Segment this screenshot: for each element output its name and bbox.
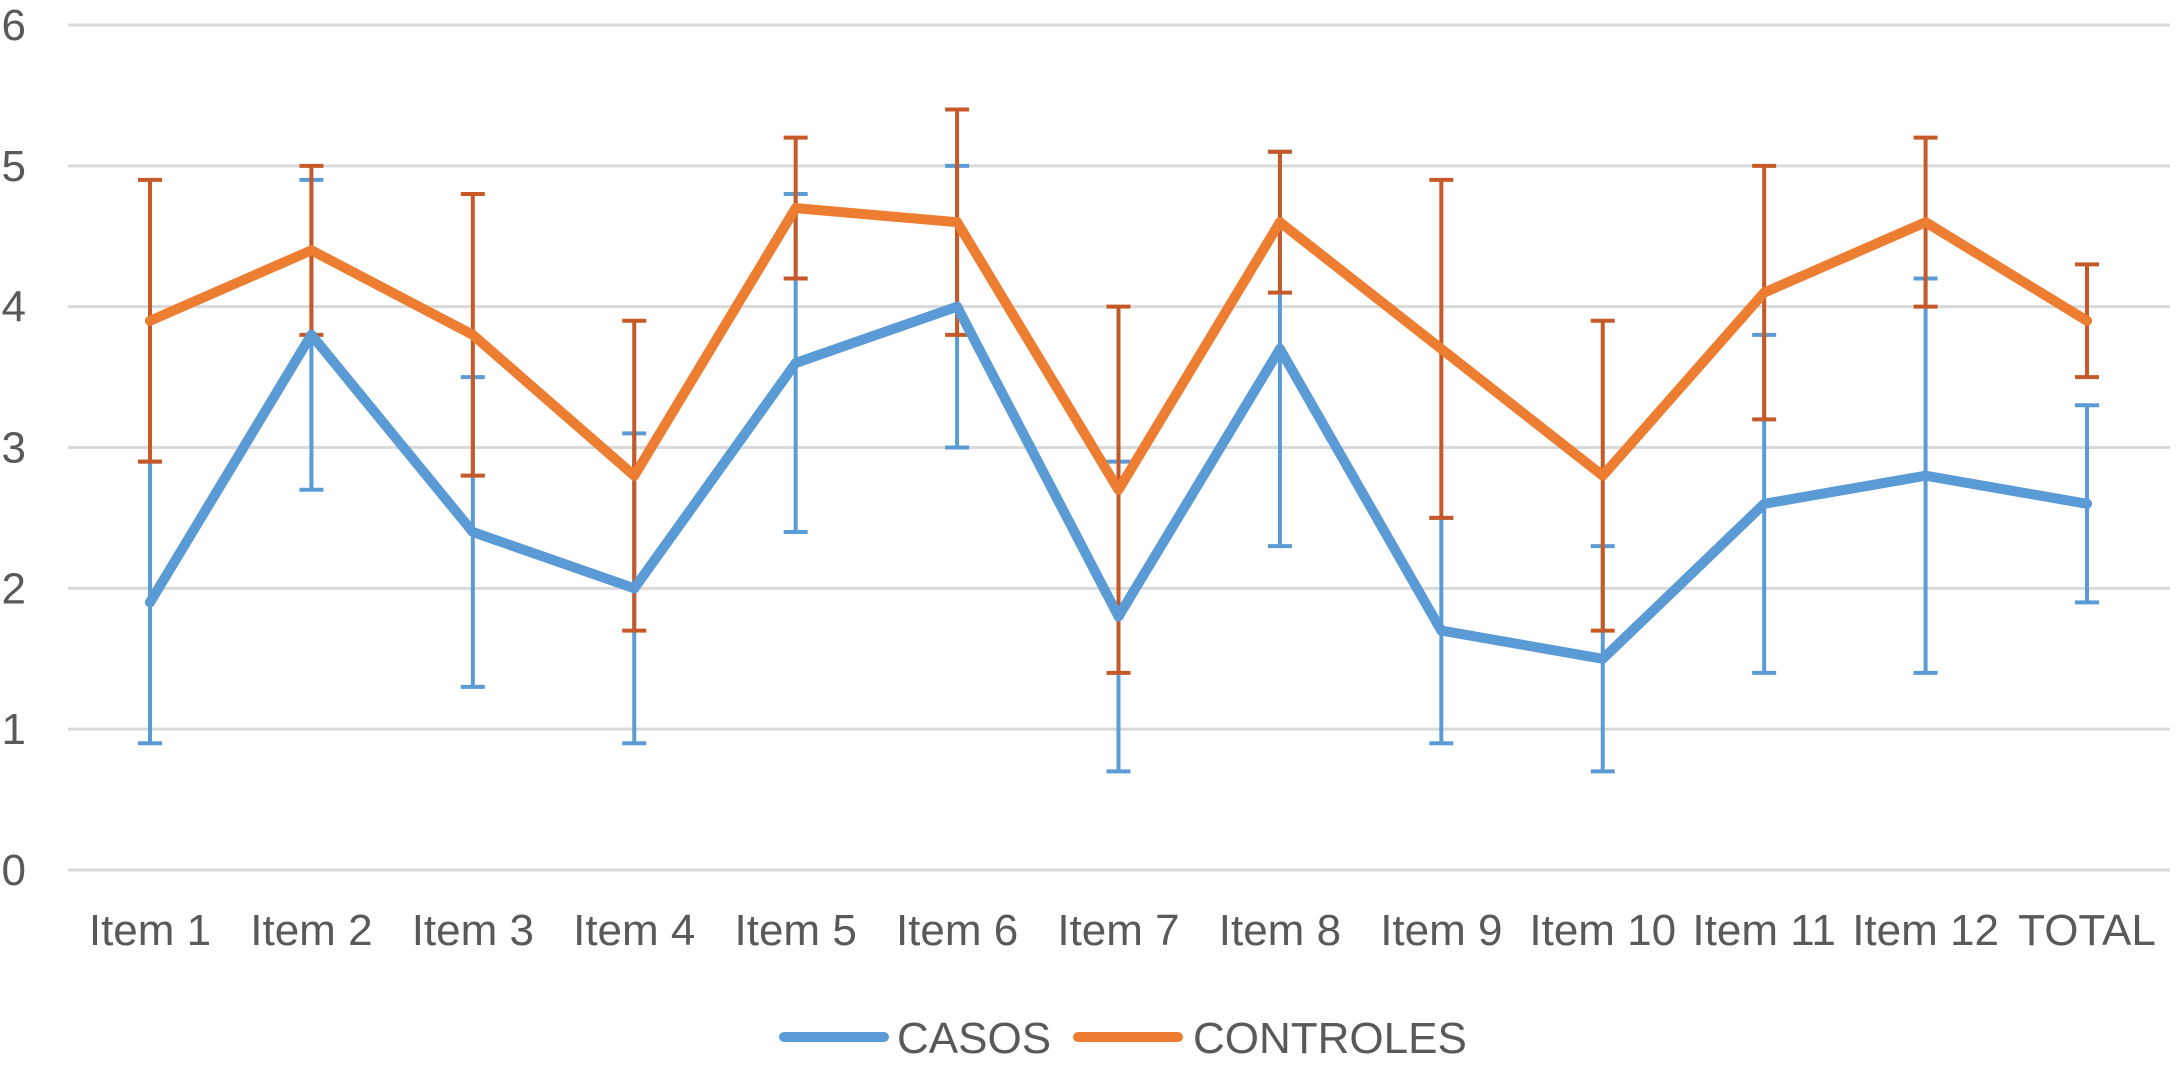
data-point-controles	[306, 245, 317, 256]
data-point-casos	[467, 527, 478, 537]
x-tick-label: Item 3	[412, 906, 534, 955]
x-tick-label: Item 4	[573, 906, 695, 955]
data-point-casos	[952, 301, 963, 312]
y-tick-label: 3	[2, 424, 26, 473]
x-tick-label: TOTAL	[2018, 906, 2156, 955]
x-tick-label: Item 5	[735, 906, 857, 955]
data-point-casos	[1597, 653, 1608, 664]
x-axis: Item 1 Item 2 Item 3 Item 4 Item 5 Item 6 Item…	[89, 906, 2156, 955]
legend-item-casos: CASOS	[779, 1014, 1051, 1063]
data-point-controles	[952, 217, 963, 228]
data-point-controles	[467, 329, 478, 340]
y-tick-label: 1	[2, 705, 26, 754]
series-lines	[145, 203, 2092, 664]
y-tick-label: 2	[2, 564, 26, 613]
x-tick-label: Item 11	[1692, 906, 1835, 955]
legend: CASOS CONTROLES	[779, 1014, 1467, 1063]
y-axis: 0 1 2 3 4 5 6	[2, 1, 26, 895]
data-point-casos	[145, 597, 155, 608]
data-point-controles	[629, 470, 640, 481]
y-tick-label: 4	[2, 283, 26, 332]
legend-item-controles: CONTROLES	[1073, 1014, 1467, 1063]
data-point-casos	[1274, 343, 1285, 354]
x-tick-label: Item 10	[1529, 906, 1676, 955]
x-tick-label: Item 2	[250, 906, 372, 955]
y-tick-label: 5	[2, 142, 26, 191]
x-tick-label: Item 6	[896, 906, 1018, 955]
data-point-casos	[1759, 498, 1770, 509]
data-point-casos	[2082, 498, 2092, 509]
y-tick-label: 0	[2, 846, 26, 895]
x-tick-label: Item 7	[1057, 906, 1179, 955]
x-tick-label: Item 8	[1219, 906, 1341, 955]
data-point-casos	[1113, 611, 1124, 622]
data-point-controles	[1274, 217, 1285, 228]
data-point-casos	[306, 329, 317, 340]
data-point-casos	[790, 358, 801, 368]
error-bars	[138, 107, 2099, 774]
data-point-controles	[1597, 470, 1608, 481]
data-point-controles	[1113, 484, 1124, 495]
data-point-controles	[2082, 315, 2092, 326]
data-point-controles	[1436, 343, 1447, 354]
data-point-controles	[145, 315, 155, 326]
data-point-controles	[1759, 287, 1770, 298]
data-point-casos	[1436, 625, 1447, 636]
y-tick-label: 6	[2, 1, 26, 50]
data-point-controles	[1920, 217, 1931, 228]
data-point-controles	[790, 203, 801, 214]
x-tick-label: Item 1	[89, 906, 211, 955]
legend-label: CASOS	[897, 1014, 1051, 1063]
x-tick-label: Item 12	[1852, 906, 1999, 955]
legend-label: CONTROLES	[1193, 1014, 1467, 1063]
data-point-casos	[1920, 470, 1931, 481]
data-point-casos	[629, 583, 640, 594]
x-tick-label: Item 9	[1380, 906, 1502, 955]
